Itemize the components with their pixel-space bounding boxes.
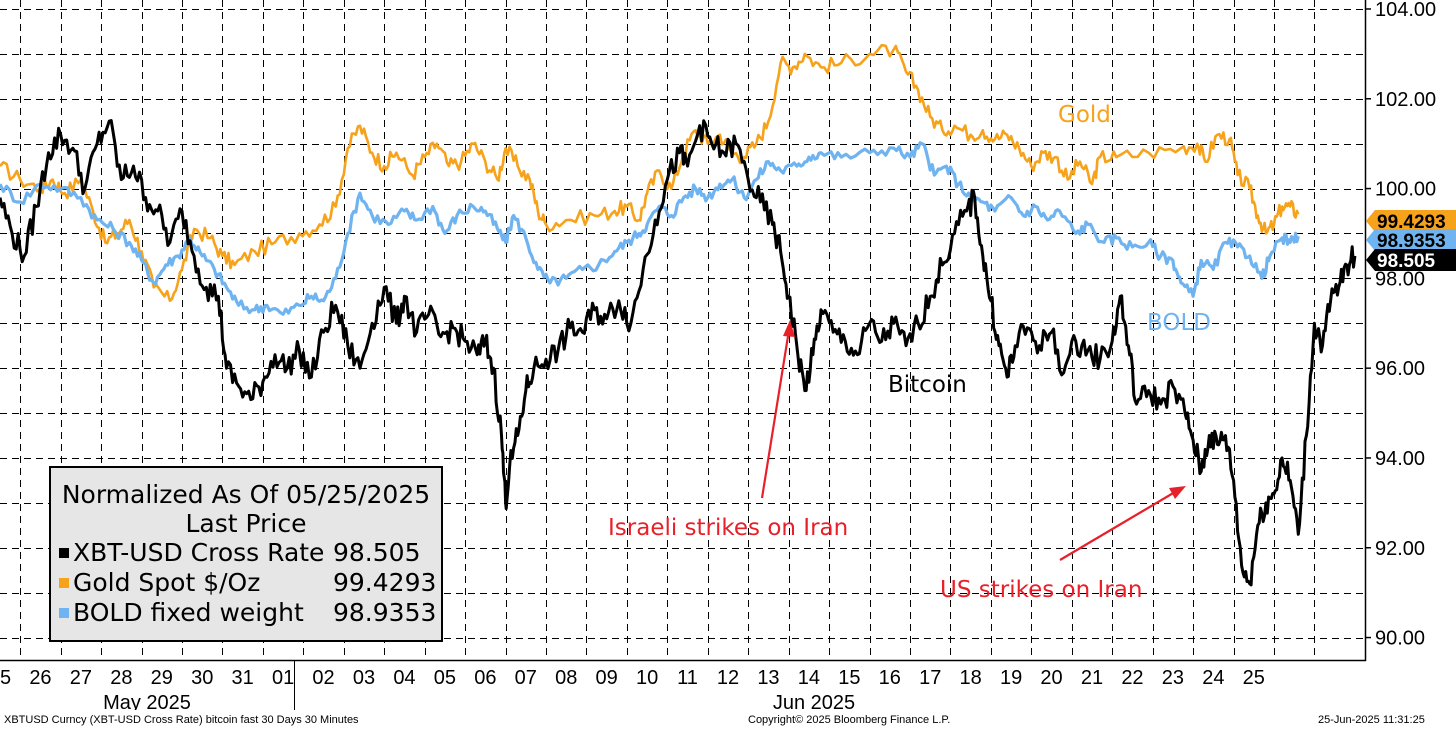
series-line-bitcoin <box>0 119 1357 587</box>
month-label-jun: Jun 2025 <box>773 692 855 710</box>
x-tick-label: 28 <box>110 667 132 689</box>
x-tick-label: 07 <box>515 667 537 689</box>
arrowhead-israel <box>783 320 795 337</box>
annotation-us-strikes: US strikes on Iran <box>940 577 1142 603</box>
legend-swatch <box>59 578 69 588</box>
y-tick-label: 100.00 <box>1375 179 1436 201</box>
x-tick-label: 22 <box>1121 667 1143 689</box>
last-value-tag-bold <box>1366 229 1456 251</box>
month-label-may: May 2025 <box>103 692 191 710</box>
y-tick-label: 104.00 <box>1375 0 1436 21</box>
x-tick-label: 18 <box>960 667 982 689</box>
x-tick-label: 08 <box>555 667 577 689</box>
x-tick-label: 05 <box>434 667 456 689</box>
x-tick-label: 14 <box>798 667 820 689</box>
x-tick-label: 02 <box>312 667 334 689</box>
axes: 104.00 102.00 100.00 98.00 96.00 94.00 92.00 90… <box>0 0 1436 710</box>
last-value-tag-gold <box>1366 210 1456 232</box>
series-label-bitcoin: Bitcoin <box>888 372 967 398</box>
x-tick-label: 26 <box>29 667 51 689</box>
legend-swatch <box>59 608 69 618</box>
x-tick-label: 01 <box>272 667 294 689</box>
x-tick-label: 24 <box>1202 667 1224 689</box>
y-tick-label: 96.00 <box>1375 358 1425 380</box>
legend-label: XBT-USD Cross Rate <box>73 538 325 567</box>
price-chart: 104.00 102.00 100.00 98.00 96.00 94.00 92.00 90… <box>0 0 1456 710</box>
x-tick-label: 20 <box>1040 667 1062 689</box>
footer-copyright: Copyright© 2025 Bloomberg Finance L.P. <box>748 714 951 726</box>
last-value-text-bold: 98.9353 <box>1377 231 1446 252</box>
series-line-bold <box>0 141 1300 316</box>
legend-value: 98.505 <box>333 538 421 567</box>
annotations: Gold BOLD Bitcoin Israeli strikes on Iran US… <box>608 102 1211 603</box>
x-tick-label: 29 <box>151 667 173 689</box>
y-tick-label: 94.00 <box>1375 448 1425 470</box>
legend-subtitle: Last Price <box>185 509 307 538</box>
y-tick-label: 90.00 <box>1375 628 1425 650</box>
annotation-arrow-us <box>1059 491 1176 561</box>
legend-label: Gold Spot $/Oz <box>73 568 261 597</box>
x-tick-label: 03 <box>353 667 375 689</box>
x-tick-label: 31 <box>232 667 254 689</box>
annotation-israeli-strikes: Israeli strikes on Iran <box>608 515 848 541</box>
x-tick-label: 17 <box>919 667 941 689</box>
footer-timestamp: 25-Jun-2025 11:31:25 <box>1318 714 1425 726</box>
x-tick-label: 12 <box>717 667 739 689</box>
legend-entry-gold: Gold Spot $/Oz 99.4293 <box>51 568 441 598</box>
series-lines <box>0 43 1357 587</box>
legend-box: Normalized As Of 05/25/2025 Last Price X… <box>49 466 443 642</box>
series-label-gold: Gold <box>1058 102 1111 128</box>
x-tick-label: 19 <box>1000 667 1022 689</box>
legend-entry-bitcoin: XBT-USD Cross Rate 98.505 <box>51 538 441 568</box>
x-tick-label: 04 <box>393 667 415 689</box>
y-tick-label: 92.00 <box>1375 538 1425 560</box>
legend-value: 98.9353 <box>333 598 437 627</box>
y-tick-label: 98.00 <box>1375 268 1425 290</box>
x-tick-label: 06 <box>474 667 496 689</box>
y-tick-label: 102.00 <box>1375 89 1436 111</box>
x-tick-label: 23 <box>1162 667 1184 689</box>
x-tick-label: 30 <box>191 667 213 689</box>
x-tick-label: 13 <box>757 667 779 689</box>
x-tick-label: 25 <box>0 667 11 689</box>
annotation-arrow-israel <box>760 329 791 499</box>
x-tick-label: 09 <box>596 667 618 689</box>
x-tick-label: 16 <box>879 667 901 689</box>
legend-swatch <box>59 548 69 558</box>
x-tick-label: 21 <box>1081 667 1103 689</box>
last-value-text-bitcoin: 98.505 <box>1377 251 1436 272</box>
last-value-tag-bitcoin <box>1366 249 1456 271</box>
legend-entry-bold: BOLD fixed weight 98.9353 <box>51 598 441 628</box>
series-label-bold: BOLD <box>1147 310 1211 336</box>
arrowhead-us <box>1169 486 1186 499</box>
x-tick-label: 11 <box>677 667 698 689</box>
x-tick-label: 27 <box>70 667 92 689</box>
legend-value: 99.4293 <box>333 568 437 597</box>
x-tick-label: 15 <box>838 667 860 689</box>
legend-title: Normalized As Of 05/25/2025 <box>61 480 431 509</box>
legend-label: BOLD fixed weight <box>73 598 304 627</box>
last-value-text-gold: 99.4293 <box>1377 212 1446 233</box>
footer-source: XBTUSD Curncy (XBT-USD Cross Rate) bitco… <box>4 714 359 726</box>
x-tick-label: 10 <box>636 667 658 689</box>
x-tick-label: 25 <box>1243 667 1265 689</box>
